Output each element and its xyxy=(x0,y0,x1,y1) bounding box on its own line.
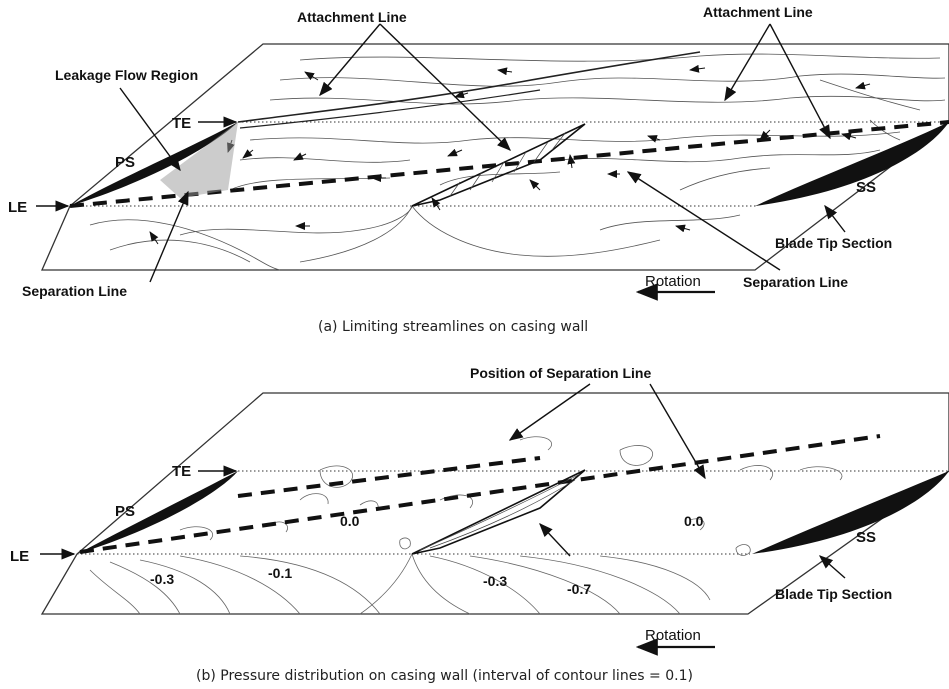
ps-label-b: PS xyxy=(115,503,135,520)
contour-lines-b xyxy=(89,436,843,615)
le-label-a: LE xyxy=(8,199,27,216)
te-label-a: TE xyxy=(172,115,191,132)
ss-label-b: SS xyxy=(856,529,876,546)
streamlines-a xyxy=(89,53,946,271)
blade-ss-b xyxy=(752,471,949,554)
separation-line-b-2 xyxy=(237,456,541,498)
le-label-b: LE xyxy=(10,548,29,565)
panel-b: Position of Separation Line TE PS LE SS … xyxy=(10,365,949,684)
separation-line-b xyxy=(79,434,881,554)
pointer-arrows-a xyxy=(36,23,846,301)
leakage-region-a xyxy=(160,122,238,198)
leakage-flow-label: Leakage Flow Region xyxy=(55,67,198,83)
rotation-label-b: Rotation xyxy=(645,627,701,644)
separation-line-label-right: Separation Line xyxy=(743,274,848,290)
contour-value-1: 0.0 xyxy=(340,513,360,529)
middle-blade-contours-b xyxy=(419,473,581,551)
ps-label-a: PS xyxy=(115,154,135,171)
blade-ss-a xyxy=(755,122,949,206)
contour-value-2: -0.3 xyxy=(150,571,174,587)
separation-line-a xyxy=(69,120,949,208)
blade-ps-a xyxy=(70,122,238,206)
attachment-line-1-a xyxy=(237,51,701,123)
contour-value-6: 0.0 xyxy=(684,513,704,529)
pointer-arrows-b xyxy=(40,383,846,656)
contour-value-5: -0.7 xyxy=(567,581,591,597)
caption-b: (b) Pressure distribution on casing wall… xyxy=(196,668,693,684)
attachment-line-label-left: Attachment Line xyxy=(297,9,407,25)
middle-blade-hatch-a xyxy=(449,131,567,197)
position-separation-label: Position of Separation Line xyxy=(470,365,651,381)
contour-value-3: -0.1 xyxy=(268,565,292,581)
contour-value-4: -0.3 xyxy=(483,573,507,589)
attachment-line-2-a xyxy=(239,89,541,129)
panel-a: Attachment Line Attachment Line Leakage … xyxy=(8,4,949,335)
blade-tip-label-a: Blade Tip Section xyxy=(775,235,892,251)
te-label-b: TE xyxy=(172,463,191,480)
middle-blade-a xyxy=(411,123,586,207)
blade-ps-b xyxy=(77,471,238,554)
caption-a: (a) Limiting streamlines on casing wall xyxy=(318,319,588,335)
middle-blade-b xyxy=(411,469,586,555)
rotation-label-a: Rotation xyxy=(645,273,701,290)
separation-line-label-left: Separation Line xyxy=(22,283,127,299)
attachment-line-label-right: Attachment Line xyxy=(703,4,813,20)
blade-tip-label-b: Blade Tip Section xyxy=(775,586,892,602)
ss-label-a: SS xyxy=(856,179,876,196)
